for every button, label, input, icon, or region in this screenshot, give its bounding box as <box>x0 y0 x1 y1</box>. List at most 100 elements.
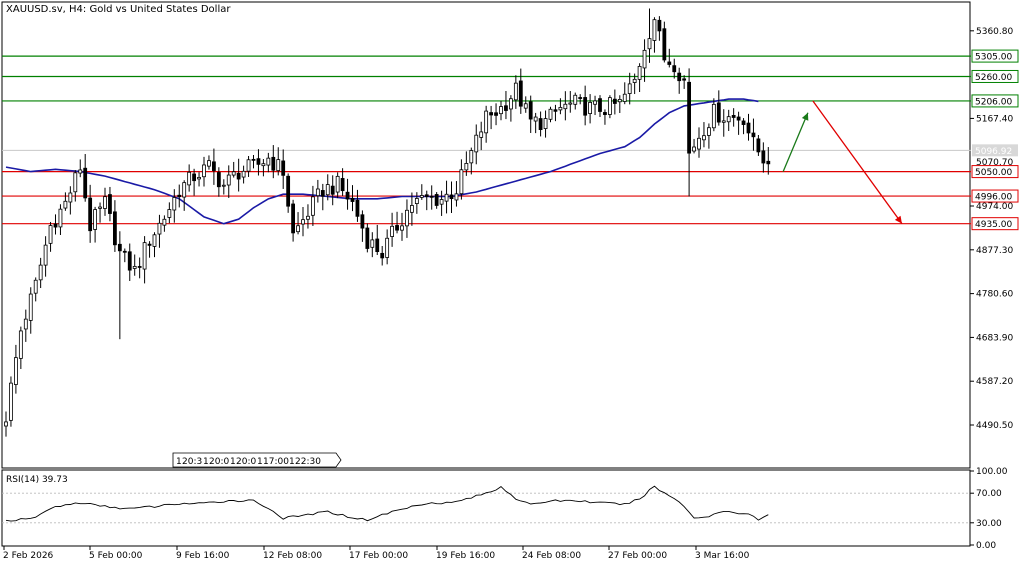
resistance-box <box>971 69 1019 83</box>
candle-body <box>583 97 588 116</box>
candle-body <box>88 197 93 232</box>
candle-body <box>434 194 439 206</box>
candle-body <box>726 116 731 123</box>
x-tick-label: 19 Feb 16:00 <box>436 551 495 561</box>
partial-price-label: 5070.70 <box>976 158 1013 168</box>
candle-body <box>677 72 682 82</box>
main-chart-frame <box>1 1 971 469</box>
candle-body <box>276 159 281 172</box>
candle-body <box>598 98 602 112</box>
time-scroll-label: 1 <box>203 457 209 467</box>
candle-body <box>375 238 380 253</box>
candle-body <box>608 97 612 115</box>
y-tick-label: 4587.20 <box>976 377 1013 387</box>
rsi-tick-label: 100.00 <box>976 467 1008 477</box>
candle-body <box>489 112 494 116</box>
x-tick-label: 27 Feb 00:00 <box>608 551 667 561</box>
candle-body <box>395 225 399 231</box>
candle-body <box>761 150 766 164</box>
x-tick-label: 5 Feb 00:00 <box>89 551 143 561</box>
candle-body <box>400 225 404 231</box>
time-scroll-label: 1 <box>289 457 295 467</box>
candle-body <box>281 160 286 176</box>
candle-body <box>320 190 325 197</box>
candle-body <box>523 103 528 109</box>
time-scroll-label: 20:0 <box>236 457 256 467</box>
candle-body <box>345 191 350 200</box>
candle-body <box>711 103 716 129</box>
candle-body <box>553 109 558 112</box>
y-tick-label: 4490.50 <box>976 421 1013 431</box>
moving-average-line <box>5 98 759 225</box>
candle-body <box>315 188 320 197</box>
rsi-title: RSI(14) 39.73 <box>6 475 68 485</box>
y-tick-label: 4683.90 <box>976 333 1013 343</box>
resistance-label: 5260.00 <box>975 73 1012 83</box>
candle-body <box>419 195 424 198</box>
candle-body <box>429 195 434 198</box>
candle-body <box>231 171 236 176</box>
candle-body <box>687 81 691 154</box>
candle-body <box>266 157 271 166</box>
candle-body <box>573 94 578 105</box>
candle-body <box>543 118 548 129</box>
candle-body <box>38 264 43 281</box>
time-scroll-label: 1 <box>257 457 263 467</box>
current-price-box <box>972 144 1018 157</box>
candle-body <box>385 237 390 258</box>
candle-body <box>449 194 454 200</box>
time-scroll-box <box>172 452 342 468</box>
candle-body <box>741 120 746 125</box>
rsi-tick-label: 70.00 <box>976 489 1002 499</box>
current-price-label: 5096.92 <box>975 147 1012 157</box>
candle-body <box>588 101 592 114</box>
resistance-label: 5305.00 <box>975 53 1012 63</box>
candle-body <box>127 251 132 271</box>
y-tick-label: 4877.30 <box>976 246 1013 256</box>
support-label: 4935.00 <box>975 220 1012 230</box>
candle-body <box>340 178 345 192</box>
candle-body <box>622 93 627 102</box>
support-box <box>971 165 1019 179</box>
candle-body <box>593 100 597 105</box>
candle-body <box>117 243 122 252</box>
candle-body <box>301 219 305 225</box>
candle-body <box>563 103 568 110</box>
candle-body <box>518 80 523 107</box>
candle-body <box>365 227 370 249</box>
candle-body <box>558 107 563 111</box>
candle-body <box>484 110 489 134</box>
x-tick-label: 17 Feb 00:00 <box>349 551 408 561</box>
candle-body <box>236 172 241 180</box>
x-tick-label: 9 Feb 16:00 <box>176 551 230 561</box>
candle-body <box>697 137 701 150</box>
candle-body <box>459 169 464 195</box>
support-box <box>971 189 1019 203</box>
candle-body <box>43 244 48 266</box>
candle-body <box>380 252 385 259</box>
candle-body <box>716 102 721 123</box>
candle-body <box>63 200 68 209</box>
candle-body <box>746 122 751 134</box>
candle-body <box>113 211 117 246</box>
time-scroll-label: 17:00 <box>263 457 289 467</box>
candle-body <box>137 266 142 268</box>
candle-body <box>414 198 419 205</box>
candle-body <box>603 112 607 115</box>
candle-body <box>211 161 216 171</box>
arrow-up-line <box>782 112 809 172</box>
rsi-tick-label: 0.00 <box>976 541 996 551</box>
candle-body <box>578 97 583 99</box>
candle-body <box>692 146 696 152</box>
candle-body <box>306 215 310 220</box>
candle-body <box>662 28 667 61</box>
rsi-line <box>5 485 769 522</box>
resistance-box <box>971 94 1019 108</box>
rsi-tick-label: 30.00 <box>976 519 1002 529</box>
candle-body <box>68 192 73 203</box>
candle-body <box>513 82 518 101</box>
candle-body <box>637 65 642 80</box>
candle-body <box>469 150 474 164</box>
candle-body <box>142 242 147 270</box>
candle-body <box>508 98 513 110</box>
